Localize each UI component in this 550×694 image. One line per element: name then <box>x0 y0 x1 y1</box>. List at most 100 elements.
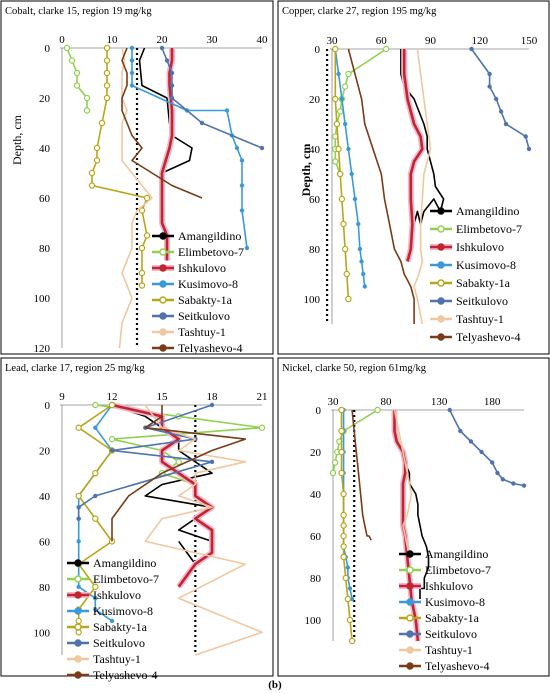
nickel-point-sabakty-1a-7 <box>340 532 347 540</box>
cobalt-ytick-0: 0 <box>45 43 51 55</box>
lead-ytick-5: 100 <box>34 627 51 639</box>
copper-point-sabakty-1a-2 <box>333 120 341 128</box>
copper-xtick-3: 120 <box>472 35 489 47</box>
lead-point-sabakty-1a-0 <box>108 401 116 409</box>
lead-point-kusimovo-8-10 <box>93 607 98 612</box>
cobalt-xtick-2: 20 <box>157 34 169 46</box>
lead-point-kusimovo-8-6 <box>76 539 81 544</box>
lead-point-kusimovo-8-11 <box>109 618 115 624</box>
nickel-xtick-1: 80 <box>381 396 393 408</box>
lead-point-sabakty-1a-3 <box>92 469 99 477</box>
lead-ytick-4: 80 <box>39 582 51 594</box>
copper-point-seitkulovo-5 <box>503 121 509 127</box>
copper-point-sabakty-1a-6 <box>340 220 347 228</box>
lead-xtick-4: 21 <box>257 391 268 403</box>
cobalt-point-seitkulovo-1 <box>164 58 170 63</box>
copper-ytick-2: 40 <box>309 144 321 156</box>
copper-point-elimbetovo-7-2 <box>341 83 349 90</box>
cobalt-xtick-3: 30 <box>207 34 219 46</box>
nickel-legend-marker-0 <box>406 550 414 558</box>
cobalt-point-seitkulovo-2 <box>169 70 175 76</box>
nickel-legend-label-2: Ishkulovo <box>425 579 473 593</box>
lead-point-elimbetovo-7-5 <box>175 458 182 466</box>
copper-point-elimbetovo-7-0 <box>382 45 390 53</box>
lead-panel-frame <box>0 357 274 677</box>
copper-point-kusimovo-8-7 <box>356 221 361 227</box>
lead-point-kusimovo-8-9 <box>93 595 98 601</box>
nickel-point-seitkulovo-3 <box>479 449 484 455</box>
copper-xtick-2: 90 <box>425 35 437 47</box>
nickel-legend-label-5: Seitkulovo <box>425 627 477 641</box>
cobalt-series-kusimovo-8 <box>131 48 248 249</box>
cobalt-point-seitkulovo-5 <box>199 120 205 126</box>
copper-point-seitkulovo-1 <box>487 71 492 77</box>
lead-point-seitkulovo-6 <box>76 505 81 510</box>
nickel-xtick-0: 30 <box>328 396 340 408</box>
nickel-point-sabakty-1a-0 <box>338 406 345 414</box>
cobalt-xtick-0: 0 <box>59 34 65 46</box>
copper-point-seitkulovo-7 <box>526 146 532 152</box>
nickel-legend-marker-4 <box>406 614 414 622</box>
cobalt-point-sabakty-1a-0 <box>103 44 111 52</box>
lead-xtick-3: 18 <box>207 391 219 403</box>
cobalt-ytick-6: 120 <box>34 343 51 355</box>
cobalt-legend-marker-0 <box>159 232 167 240</box>
lead-point-sabakty-1a-5 <box>92 515 99 522</box>
copper-point-kusimovo-8-10 <box>360 271 366 277</box>
lead-ytick-3: 60 <box>39 536 51 548</box>
lead-series-telyashevo-4 <box>111 405 247 542</box>
lead-point-seitkulovo-7 <box>76 516 81 521</box>
copper-point-seitkulovo-0 <box>469 46 474 52</box>
nickel-legend-label-0: Amangildino <box>425 547 488 561</box>
nickel-point-elimbetovo-7-4 <box>331 459 339 466</box>
lead-legend-label-0: Amangildino <box>93 556 156 570</box>
nickel-point-sabakty-1a-9 <box>340 553 347 561</box>
cobalt-point-elimbetovo-7-0 <box>63 44 71 52</box>
copper-xtick-0: 30 <box>327 35 339 47</box>
figure-caption: (b) <box>268 679 282 691</box>
cobalt-legend-marker-1 <box>159 248 167 256</box>
copper-ytick-5: 100 <box>304 294 321 306</box>
nickel-ytick-5: 100 <box>305 615 322 627</box>
nickel-ytick-1: 20 <box>310 447 322 459</box>
nickel-point-seitkulovo-6 <box>500 477 505 482</box>
copper-point-elimbetovo-7-1 <box>345 70 352 78</box>
cobalt-point-sabakty-1a-14 <box>138 269 146 277</box>
lead-legend-marker-1 <box>74 575 82 583</box>
lead-point-seitkulovo-4 <box>209 459 215 465</box>
cobalt-point-elimbetovo-7-4 <box>83 94 91 102</box>
lead-legend-label-2: Ishkulovo <box>93 588 141 602</box>
lead-legend-label-3: Kusimovo-8 <box>93 604 153 618</box>
lead-ytick-1: 20 <box>39 445 51 457</box>
copper-legend-label-7: Telyashevo-4 <box>456 330 520 344</box>
nickel-point-sabakty-1a-2 <box>338 448 345 456</box>
copper-point-kusimovo-8-8 <box>357 246 363 252</box>
copper-point-kusimovo-8-1 <box>336 71 341 77</box>
cobalt-point-kusimovo-8-0 <box>129 45 135 51</box>
nickel-point-sabakty-1a-4 <box>340 490 347 498</box>
cobalt-series-sabakty-1a <box>91 48 148 286</box>
lead-point-sabakty-1a-10 <box>75 617 82 625</box>
cobalt-ylabel: Depth, cm <box>10 114 24 165</box>
copper-xtick-1: 60 <box>376 35 388 47</box>
cobalt-legend-label-3: Kusimovo-8 <box>178 277 238 291</box>
nickel-ytick-4: 80 <box>310 573 322 585</box>
cobalt-point-kusimovo-8-9 <box>239 183 245 188</box>
copper-title: Copper, clarke 27, region 195 mg/kg <box>282 6 437 17</box>
cobalt-legend-label-0: Amangildino <box>178 229 241 243</box>
nickel-legend-label-6: Tashtuy-1 <box>425 643 473 657</box>
nickel-ytick-2: 40 <box>310 489 322 501</box>
nickel-point-seitkulovo-7 <box>511 481 516 486</box>
cobalt-ytick-1: 20 <box>39 93 51 105</box>
cobalt-point-kusimovo-8-2 <box>129 70 135 76</box>
copper-legend-marker-0 <box>437 207 445 215</box>
nickel-point-sabakty-1a-6 <box>340 522 347 529</box>
lead-legend-marker-3 <box>74 607 82 615</box>
copper-legend-marker-3 <box>437 261 445 269</box>
copper-point-seitkulovo-4 <box>498 109 504 114</box>
copper-ylabel: Depth, cm <box>299 144 313 197</box>
nickel-legend-label-3: Kusimovo-8 <box>425 595 485 609</box>
cobalt-point-kusimovo-8-3 <box>129 83 135 88</box>
lead-legend-marker-6 <box>74 655 82 663</box>
cobalt-legend-label-1: Elimbetovo-7 <box>178 245 244 259</box>
